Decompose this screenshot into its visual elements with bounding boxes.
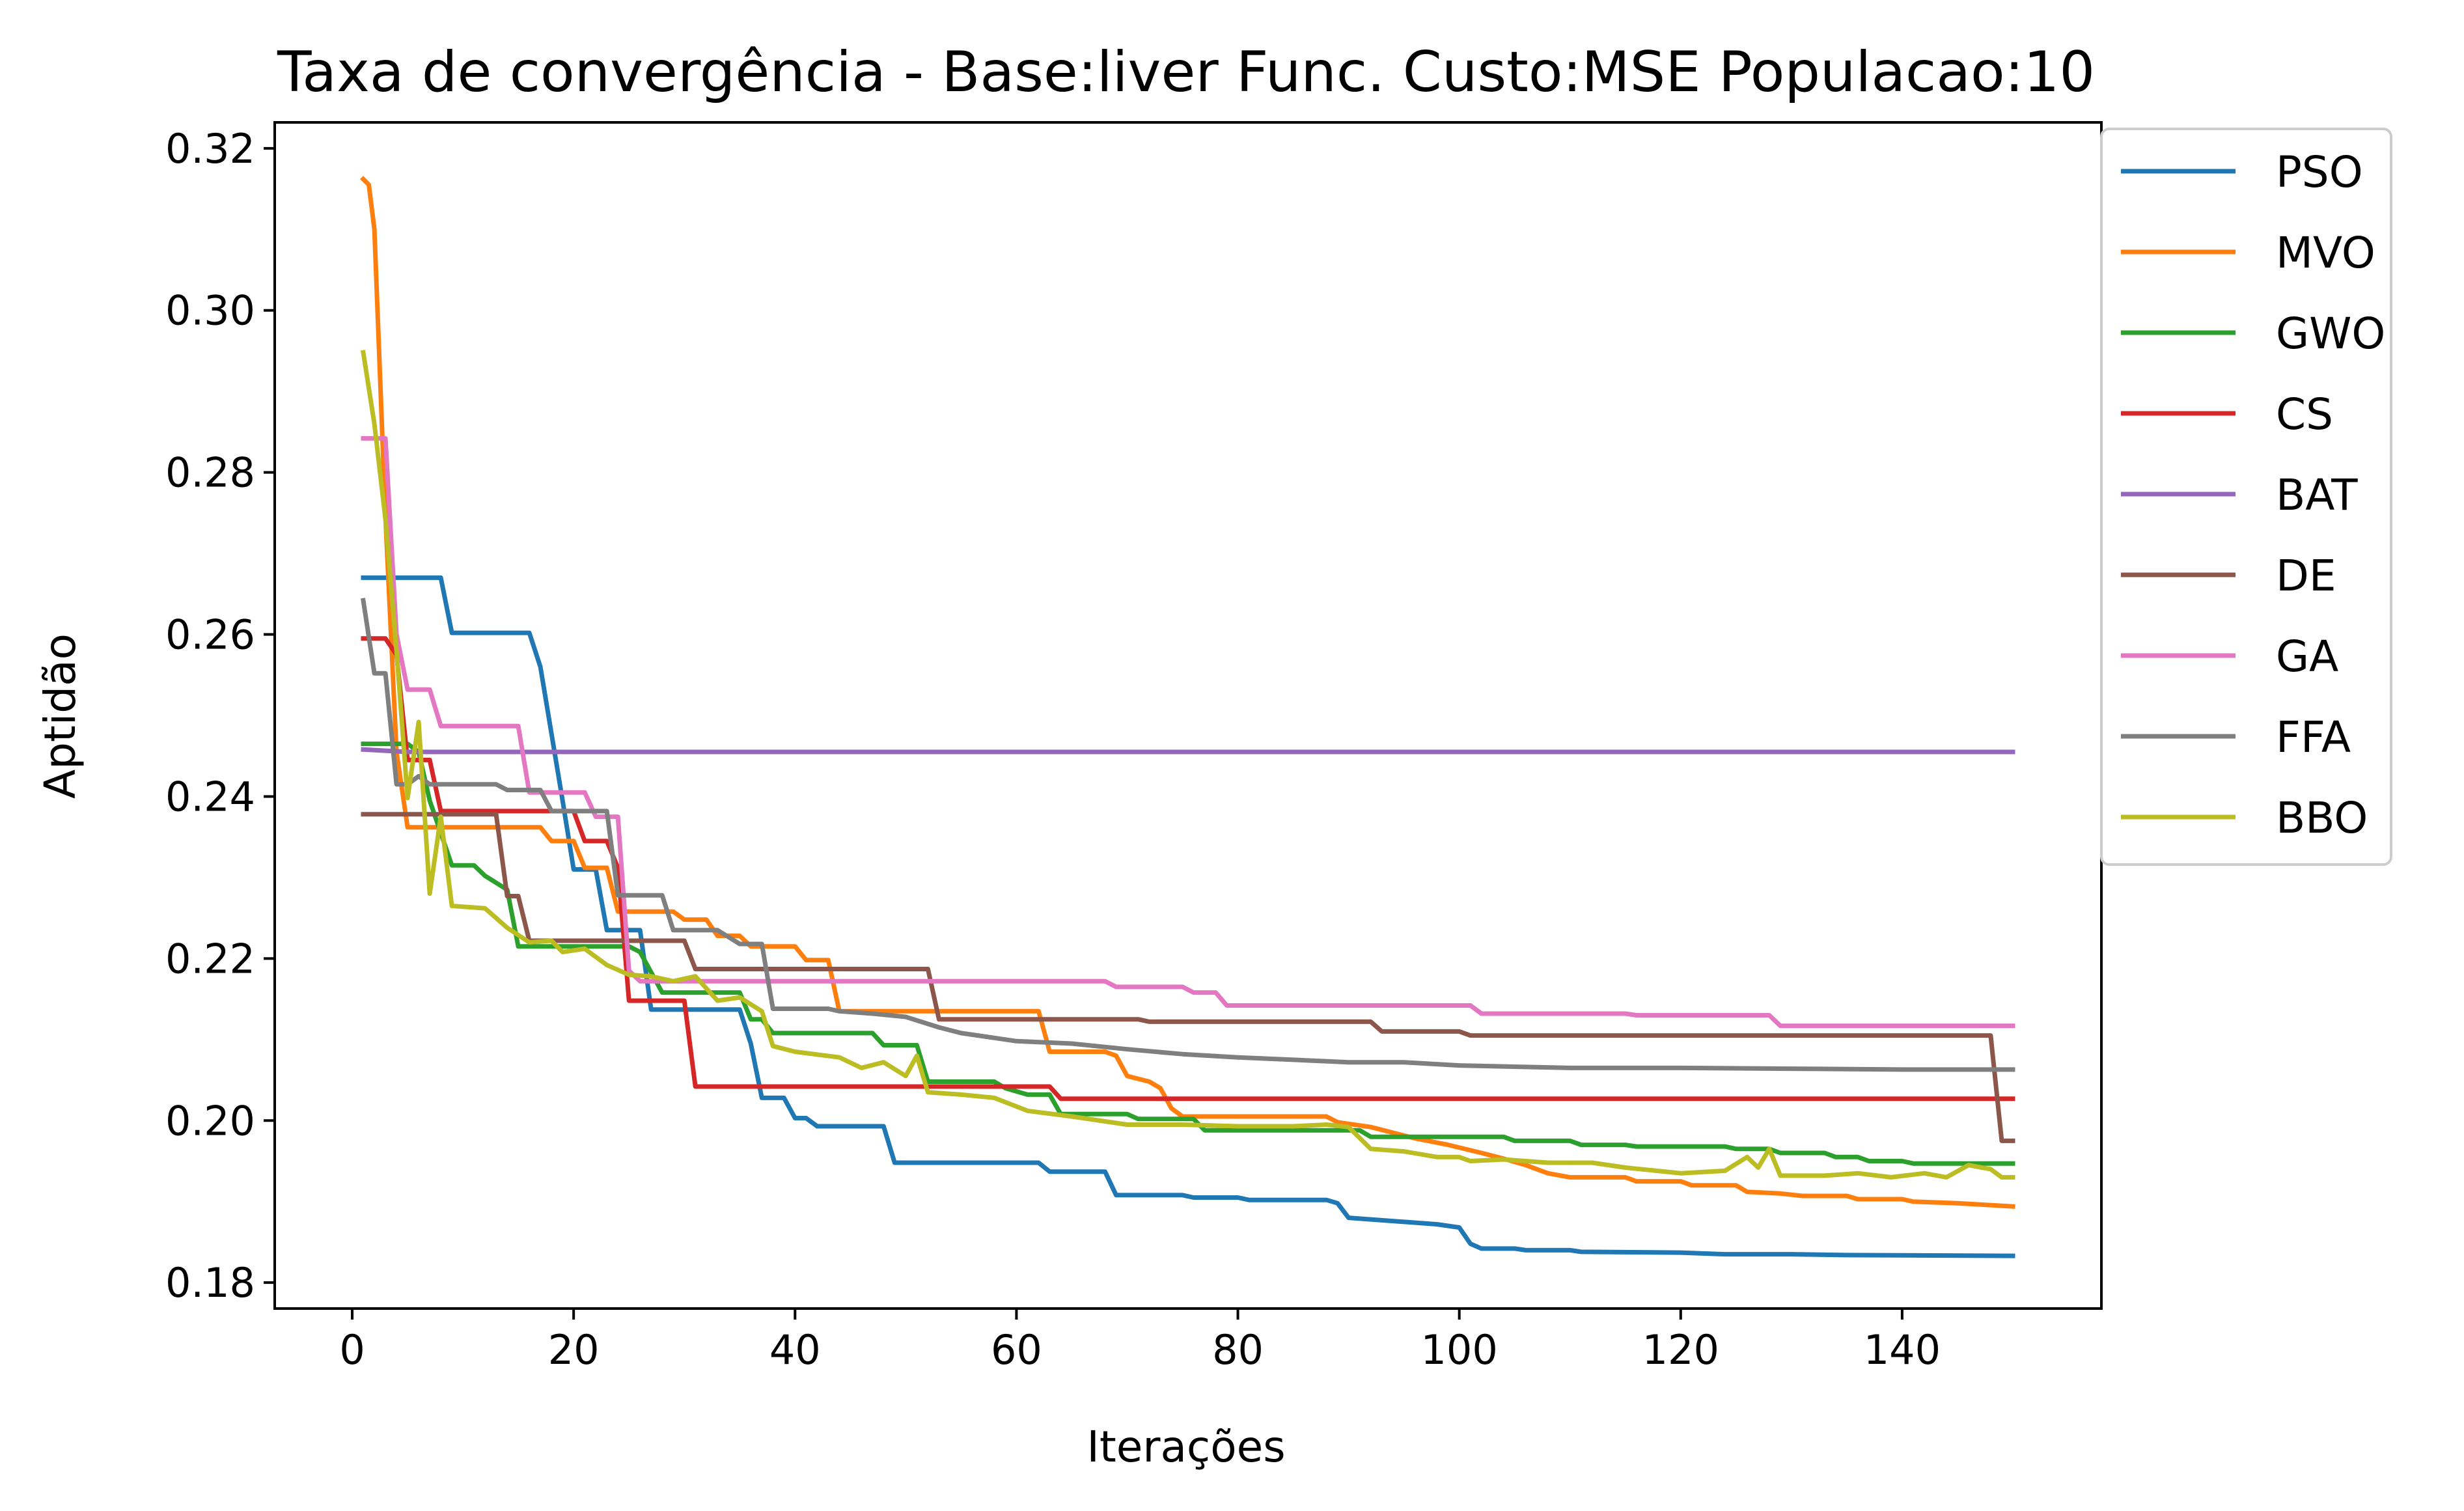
series-line-ffa (361, 598, 2015, 1072)
y-tick-label: 0.30 (165, 287, 255, 335)
series-line-de (361, 812, 2015, 1143)
legend-label-bat: BAT (2276, 470, 2358, 520)
y-tick-label: 0.20 (165, 1097, 255, 1144)
chart-title: Taxa de convergência - Base:liver Func. … (277, 40, 2095, 105)
y-axis-label: Aptidão (35, 633, 85, 799)
legend-label-pso: PSO (2276, 147, 2363, 197)
series-line-bbo (361, 350, 2015, 1180)
x-tick-label: 80 (1212, 1326, 1264, 1374)
legend: PSO MVO GWO CS BAT DE GA FFA BBO (2100, 128, 2392, 866)
legend-label-ffa: FFA (2276, 712, 2351, 762)
x-tick-label: 40 (769, 1326, 821, 1374)
x-tick-label: 140 (1864, 1326, 1941, 1374)
y-tick-label: 0.24 (165, 773, 255, 820)
x-tick-label: 120 (1642, 1326, 1719, 1374)
x-tick-label: 60 (991, 1326, 1042, 1374)
x-axis: 0 20 40 60 80 100 120 140 (339, 1309, 1941, 1374)
y-axis: 0.18 0.20 0.22 0.24 0.26 0.28 0.30 0.32 (165, 125, 275, 1307)
x-tick-label: 0 (339, 1326, 365, 1374)
x-tick-label: 100 (1420, 1326, 1497, 1374)
y-tick-label: 0.18 (165, 1259, 255, 1307)
y-tick-label: 0.28 (165, 449, 255, 497)
legend-label-bbo: BBO (2276, 793, 2368, 843)
series-line-mvo (360, 176, 2015, 1209)
plot-area (360, 176, 2015, 1258)
legend-label-de: DE (2276, 551, 2336, 601)
y-tick-label: 0.26 (165, 611, 255, 659)
series-line-ga (361, 436, 2015, 1029)
legend-label-cs: CS (2276, 389, 2333, 439)
legend-label-ga: GA (2276, 631, 2338, 682)
series-line-pso (361, 575, 2015, 1258)
y-tick-label: 0.22 (165, 935, 255, 982)
legend-frame (2100, 128, 2392, 866)
legend-label-gwo: GWO (2276, 309, 2385, 359)
x-tick-label: 20 (548, 1326, 600, 1374)
y-tick-label: 0.32 (165, 125, 255, 173)
legend-label-mvo: MVO (2276, 228, 2375, 278)
series-line-bat (361, 747, 2015, 755)
x-axis-label: Iterações (1087, 1422, 1285, 1472)
